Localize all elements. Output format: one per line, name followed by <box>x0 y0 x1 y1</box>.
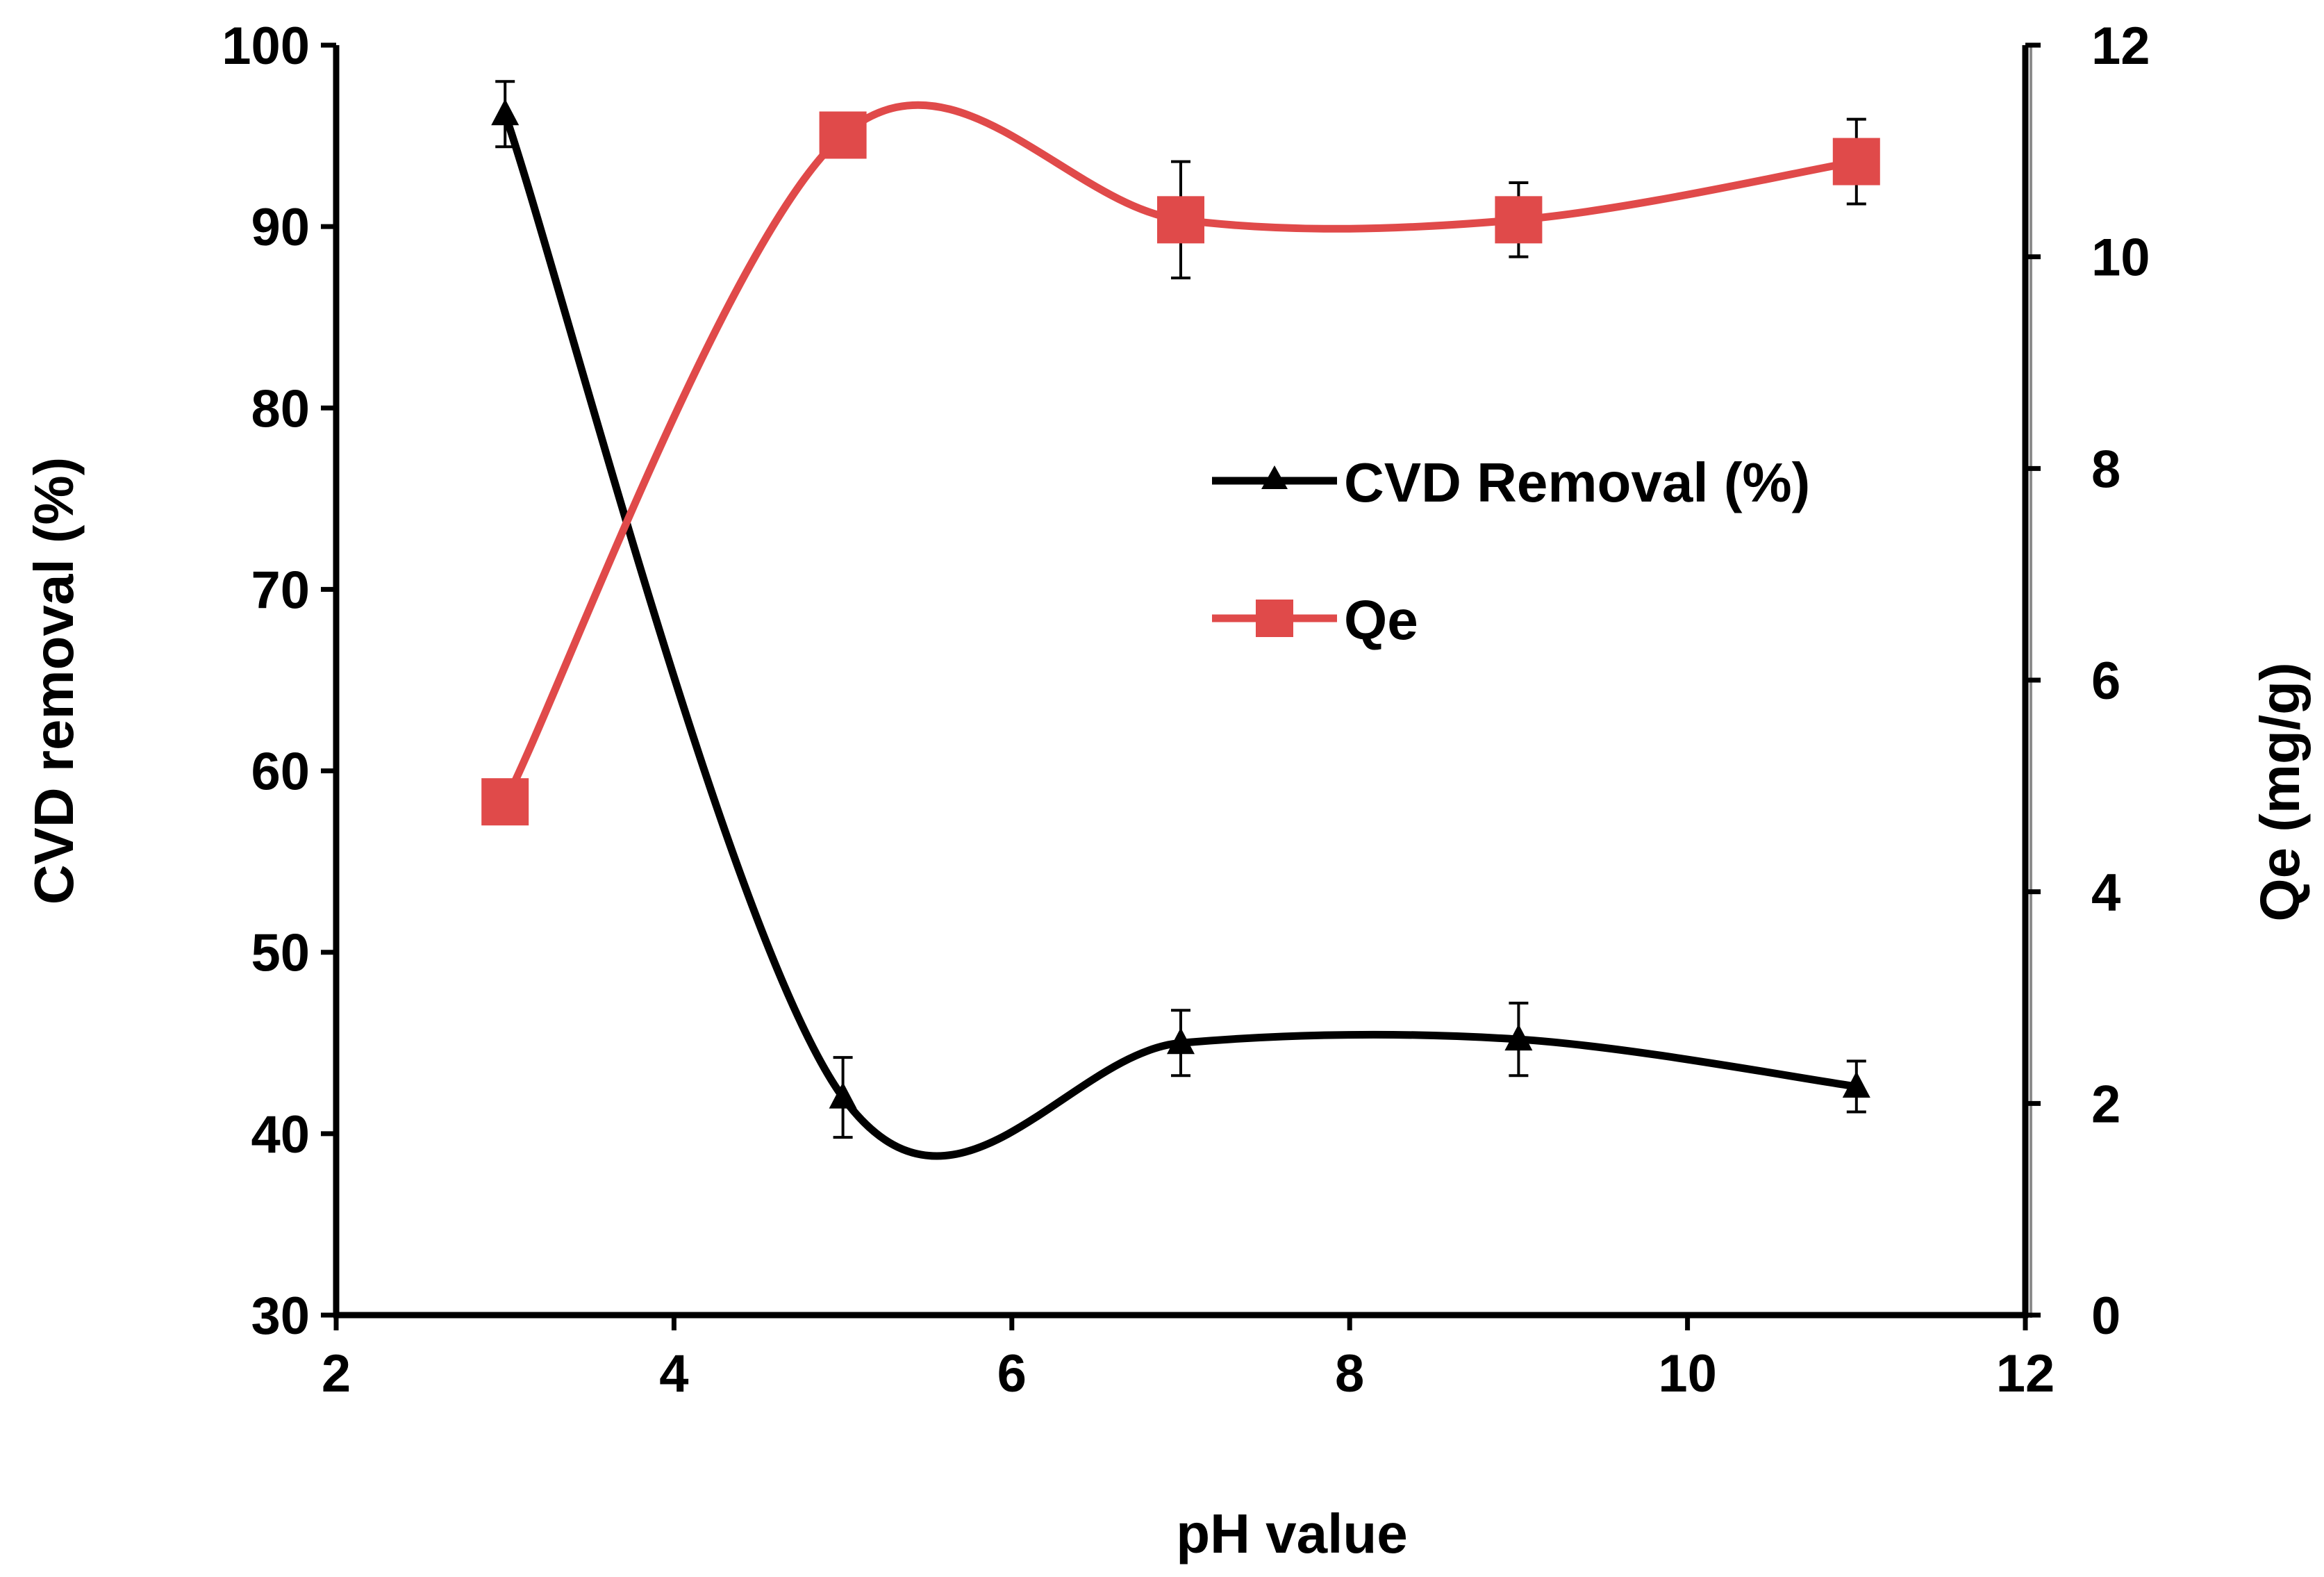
x-tick-label: 6 <box>997 1344 1027 1403</box>
x-tick-label: 12 <box>1996 1344 2055 1403</box>
y-right-tick-label: 2 <box>2091 1075 2120 1134</box>
y-right-tick-label: 12 <box>2091 17 2150 76</box>
series-markers <box>481 99 1880 1109</box>
y-right-tick-label: 10 <box>2091 229 2150 288</box>
y-right-tick-label: 8 <box>2091 440 2120 499</box>
y-left-tick-label: 80 <box>251 379 310 438</box>
y-left-tick-label: 30 <box>251 1287 310 1346</box>
point-marker-cvd <box>829 1082 857 1109</box>
y-right-axis-title: Qe (mg/g) <box>2249 662 2311 921</box>
point-marker-qe <box>1495 196 1543 244</box>
series-curves <box>501 101 1857 1160</box>
series-line-cvd <box>501 113 1857 1160</box>
y-left-tick-label: 70 <box>251 561 310 620</box>
ticks: 2 4 6 8 10 12 30 40 50 60 70 80 90 100 0 2 4 6 8 10 12 <box>222 17 2150 1403</box>
legend-label-cvd: CVD Removal (%) <box>1344 452 1810 513</box>
y-left-tick-label: 100 <box>222 17 310 76</box>
point-marker-cvd <box>1842 1071 1870 1098</box>
legend-marker-qe <box>1256 600 1293 637</box>
legend-marker-cvd <box>1261 465 1288 489</box>
point-marker-qe <box>1157 196 1204 244</box>
x-axis-title: pH value <box>1176 1503 1407 1564</box>
point-marker-cvd <box>1167 1027 1195 1055</box>
y-left-tick-label: 90 <box>251 198 310 257</box>
y-left-tick-label: 50 <box>251 924 310 983</box>
legend-label-qe: Qe <box>1344 589 1418 651</box>
x-tick-label: 4 <box>659 1344 688 1403</box>
y-right-tick-label: 0 <box>2091 1287 2120 1346</box>
point-marker-qe <box>819 111 867 159</box>
y-left-tick-label: 60 <box>251 743 310 802</box>
y-left-tick-label: 40 <box>251 1105 310 1164</box>
x-tick-label: 10 <box>1658 1344 1717 1403</box>
point-marker-qe <box>1832 138 1880 185</box>
series-line-qe <box>501 101 1857 804</box>
x-tick-label: 8 <box>1335 1344 1364 1403</box>
point-marker-qe <box>481 778 529 826</box>
legend: CVD Removal (%) Qe <box>1212 452 1810 651</box>
y-right-tick-label: 6 <box>2091 652 2120 711</box>
y-right-tick-label: 4 <box>2091 864 2120 923</box>
y-left-axis-title: CVD removal (%) <box>23 457 85 905</box>
point-marker-cvd <box>1504 1024 1533 1051</box>
point-marker-cvd <box>491 99 520 126</box>
x-tick-label: 2 <box>322 1344 351 1403</box>
